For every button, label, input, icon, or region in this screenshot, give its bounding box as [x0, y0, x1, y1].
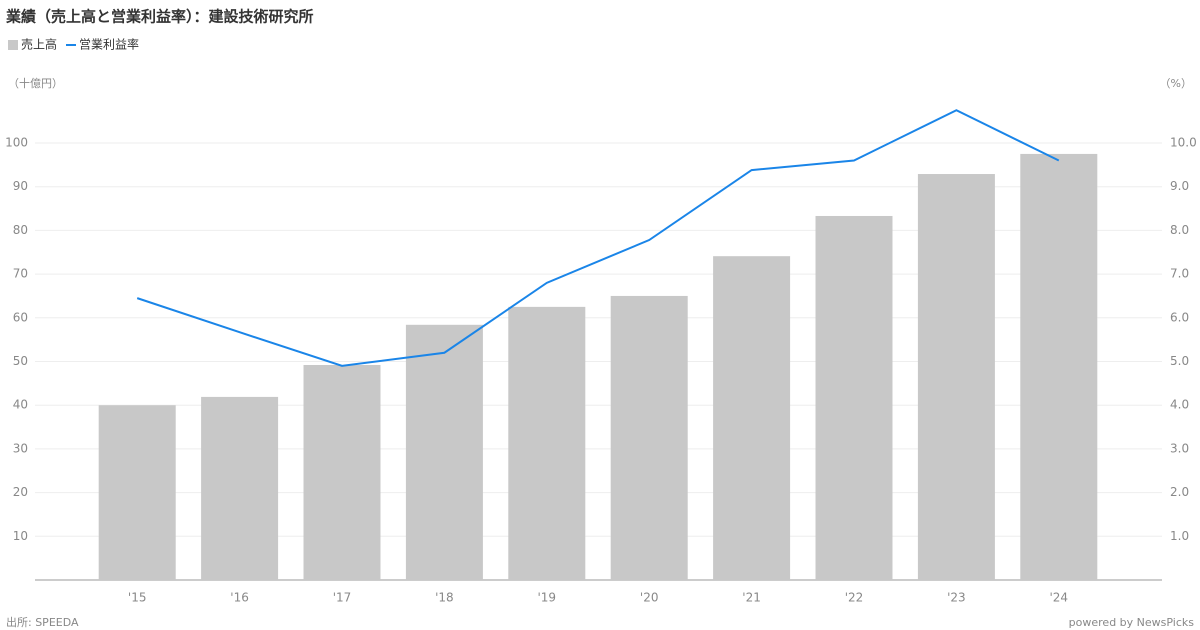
y-tick-label: 60 [13, 310, 28, 324]
x-tick-label: '17 [333, 591, 352, 605]
y-tick-label: 90 [13, 179, 28, 193]
source: 出所: SPEEDA [6, 615, 79, 629]
bar [917, 174, 995, 581]
y-unit: （十億円） [8, 76, 63, 90]
x-tick-label: '23 [947, 591, 966, 605]
bar [815, 215, 893, 580]
y-tick-label: 100 [5, 136, 28, 150]
y2-unit: （%） [1160, 77, 1192, 90]
y-tick-label: 50 [13, 354, 28, 368]
x-tick-label: '16 [230, 591, 249, 605]
y-tick-label: 40 [13, 398, 28, 412]
y2-tick-label: 10.0 [1170, 136, 1197, 150]
bar [405, 324, 483, 580]
x-tick-label: '18 [435, 591, 454, 605]
bar [508, 306, 586, 580]
bar [303, 364, 381, 580]
y2-tick-label: 5.0 [1170, 354, 1189, 368]
y2-tick-label: 2.0 [1170, 485, 1189, 499]
y2-tick-label: 1.0 [1170, 529, 1189, 543]
x-tick-label: '20 [640, 591, 659, 605]
y-tick-label: 80 [13, 223, 28, 237]
y2-tick-label: 7.0 [1170, 267, 1189, 281]
x-tick-label: '22 [845, 591, 864, 605]
x-tick-label: '21 [742, 591, 761, 605]
y-tick-label: 20 [13, 485, 28, 499]
bar [713, 256, 791, 580]
credit: powered by NewsPicks [1069, 616, 1195, 629]
x-tick-label: '24 [1050, 591, 1069, 605]
y-tick-label: 30 [13, 441, 28, 455]
legend-swatch [8, 40, 18, 50]
x-tick-label: '15 [128, 591, 147, 605]
y2-tick-label: 4.0 [1170, 398, 1189, 412]
x-tick-label: '19 [538, 591, 557, 605]
legend-label: 売上高 [21, 37, 57, 52]
y2-tick-label: 8.0 [1170, 223, 1189, 237]
y2-tick-label: 6.0 [1170, 310, 1189, 324]
bar [201, 396, 279, 580]
line [136, 109, 1060, 367]
y-tick-label: 10 [13, 529, 28, 543]
bar [98, 405, 176, 580]
legend-label: 営業利益率 [79, 37, 139, 52]
chart-title: 業績（売上高と営業利益率）：建設技術研究所 [5, 8, 314, 26]
y2-tick-label: 3.0 [1170, 441, 1189, 455]
bar [610, 295, 688, 580]
y2-tick-label: 9.0 [1170, 179, 1189, 193]
y-tick-label: 70 [13, 267, 28, 281]
bar [1020, 153, 1098, 581]
